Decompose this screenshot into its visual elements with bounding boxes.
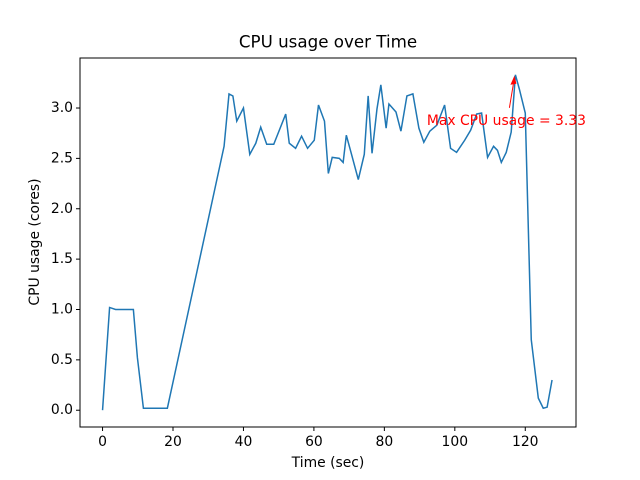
y-tick-label: 0.5 — [51, 352, 73, 368]
x-tick-label: 20 — [164, 434, 182, 450]
annotation: Max CPU usage = 3.33 — [427, 113, 586, 129]
annotation-arrowhead — [510, 75, 517, 85]
y-tick-label: 1.5 — [51, 251, 73, 267]
x-tick-label: 0 — [98, 434, 107, 450]
y-tick-label: 3.0 — [51, 100, 73, 116]
data-line — [101, 74, 553, 411]
x-axis-label: Time (sec) — [291, 455, 365, 471]
x-tick-label: 60 — [305, 434, 323, 450]
y-tick-label: 2.5 — [51, 150, 73, 166]
y-tick-label: 0.0 — [51, 402, 73, 418]
y-tick-label: 2.0 — [51, 201, 73, 217]
plot-frame — [79, 57, 577, 428]
x-tick-label: 80 — [376, 434, 394, 450]
x-tick-label: 100 — [442, 434, 469, 450]
x-tick-label: 40 — [235, 434, 253, 450]
chart-title: CPU usage over Time — [239, 32, 417, 52]
y-axis-label: CPU usage (cores) — [27, 178, 43, 305]
x-tick-label: 120 — [512, 434, 539, 450]
y-tick-label: 1.0 — [51, 301, 73, 317]
